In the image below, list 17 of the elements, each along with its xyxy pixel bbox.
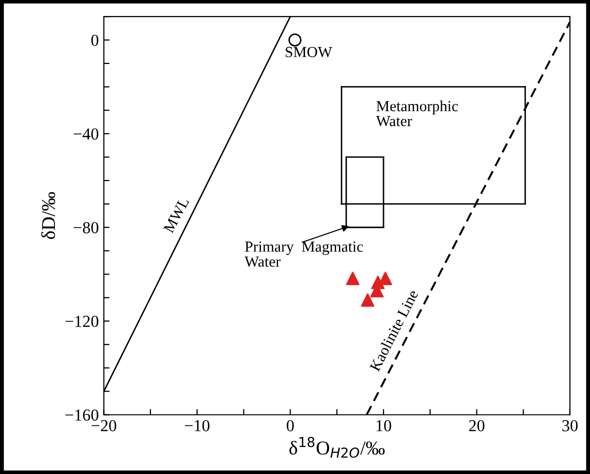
- annotation: MWL: [163, 197, 190, 234]
- y-tick-label: 0: [91, 34, 98, 46]
- y-axis-title: δD/‰: [41, 192, 56, 239]
- x-tick-label: 10: [376, 420, 392, 432]
- x-tick-label: 30: [562, 420, 578, 432]
- y-tick-label: −160: [65, 409, 98, 421]
- y-tick-label: −120: [65, 316, 98, 328]
- y-tick-label: −80: [74, 222, 98, 234]
- x-axis-title: δ$^{18}$O$_{H2O}$/‰: [289, 436, 385, 458]
- x-tick-label: 20: [469, 420, 484, 432]
- x-tick-label: −10: [184, 420, 210, 432]
- annotation: Metamorphic Water: [376, 100, 458, 126]
- x-tick-label: 0: [286, 420, 294, 432]
- annotation: SMOW: [286, 46, 332, 58]
- x-tick-label: −20: [92, 420, 116, 432]
- annotation: Primary Magmatic Water: [244, 242, 363, 267]
- y-tick-label: −40: [74, 128, 98, 140]
